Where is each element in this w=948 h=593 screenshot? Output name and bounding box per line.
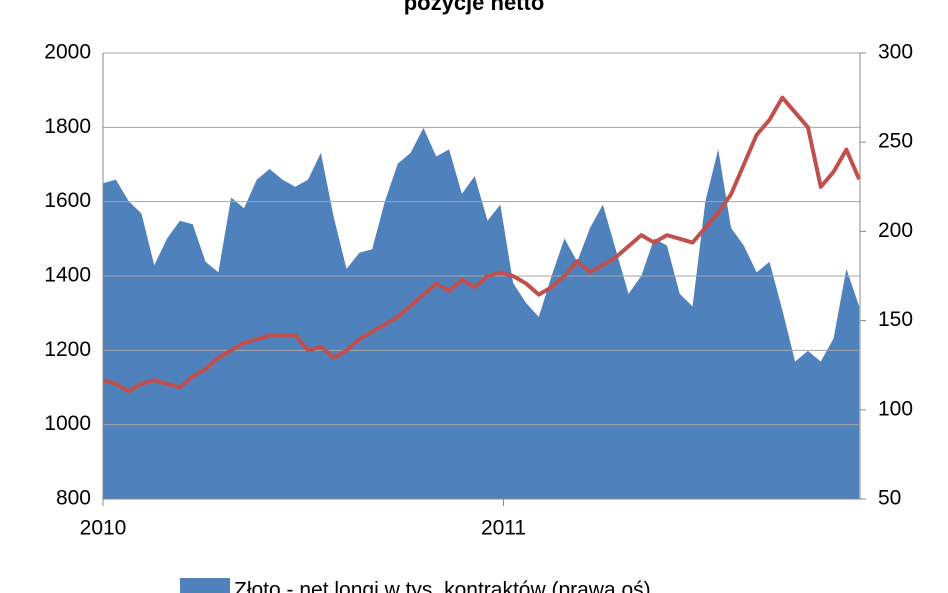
line (102, 95, 862, 394)
legend-label: Złoto - net longi w tys. kontraktów (pra… (234, 579, 651, 593)
x-tick-label: 2011 (481, 517, 526, 540)
y2-tick-label: 250 (878, 130, 913, 153)
y2-tick-label: 150 (878, 308, 913, 331)
y-tick-label: 1200 (44, 338, 91, 361)
y-tick-label: 1000 (44, 412, 91, 435)
legend-swatch (180, 578, 230, 593)
y-tick-label: 800 (56, 487, 91, 510)
y2-tick-label: 100 (878, 397, 913, 420)
area (103, 127, 860, 499)
y-tick-label: 2000 (44, 41, 91, 64)
y-tick-label: 1800 (44, 115, 91, 138)
y2-tick-label: 50 (878, 487, 901, 510)
x-tick-label: 2010 (80, 517, 127, 540)
chart-title: pozycje netto (404, 0, 545, 15)
y2-tick-label: 300 (878, 41, 913, 64)
y-tick-label: 1600 (44, 189, 91, 212)
y-tick-label: 1400 (44, 264, 91, 287)
y2-tick-label: 200 (878, 219, 913, 242)
